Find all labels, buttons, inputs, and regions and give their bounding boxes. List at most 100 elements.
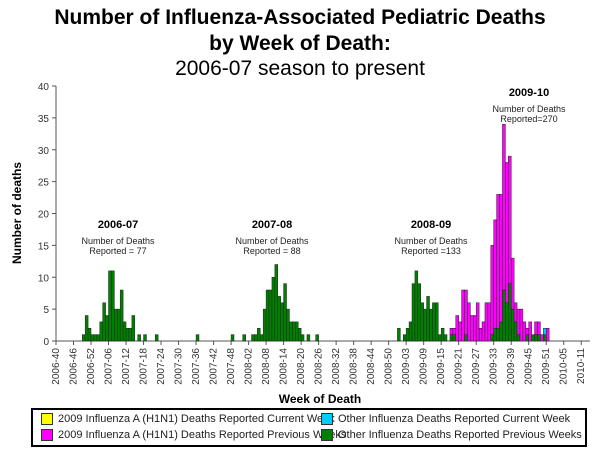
x-tick-label: 2008-44 xyxy=(366,348,377,385)
y-tick-label: 15 xyxy=(38,241,50,252)
bar-other-prev xyxy=(262,308,267,342)
bar-other-prev xyxy=(432,302,436,342)
bar-other-prev xyxy=(508,283,512,342)
bar-other-prev xyxy=(260,334,264,342)
bar-h1n1-prev xyxy=(525,328,529,335)
chart-title: Number of Influenza-Associated Pediatric… xyxy=(54,6,546,29)
bar-other-prev xyxy=(128,328,133,342)
legend: 2009 Influenza A (H1N1) Deaths Reported … xyxy=(31,408,587,447)
bar-other-prev xyxy=(84,315,89,342)
x-tick-label: 2007-48 xyxy=(226,348,237,385)
bar-other-prev xyxy=(87,328,92,342)
x-tick-label: 2007-12 xyxy=(121,348,132,385)
bar-h1n1-prev xyxy=(475,302,480,342)
bars xyxy=(82,124,550,342)
bar-other-prev xyxy=(108,270,112,342)
x-tick-label: 2008-02 xyxy=(244,348,255,385)
bar-other-prev xyxy=(137,334,141,342)
bar-other-prev xyxy=(414,270,419,342)
bar-h1n1-prev xyxy=(534,321,538,335)
bar-h1n1-prev xyxy=(478,328,483,342)
bar-other-prev xyxy=(254,334,258,342)
bar-other-prev xyxy=(230,334,235,342)
bar-other-prev xyxy=(114,308,118,342)
x-tick-label: 2008-08 xyxy=(261,348,272,385)
season-deaths-line2: Reported = 88 xyxy=(243,246,300,256)
bar-other-prev xyxy=(426,296,430,342)
legend-label: 2009 Influenza A (H1N1) Deaths Reported … xyxy=(58,413,335,425)
bar-h1n1-prev xyxy=(493,219,497,329)
season-deaths-line2: Reported = 77 xyxy=(89,246,146,256)
x-tick-label: 2010-05 xyxy=(559,348,570,385)
bar-other-prev xyxy=(516,334,521,342)
bar-other-prev xyxy=(289,321,293,342)
y-tick-label: 20 xyxy=(38,210,50,221)
bar-h1n1-prev xyxy=(502,124,506,291)
x-tick-label: 2008-14 xyxy=(279,348,290,385)
season-deaths-line2: Reported=270 xyxy=(500,114,557,124)
bar-other-prev xyxy=(119,289,124,342)
x-tick-label: 2007-06 xyxy=(104,348,115,385)
bar-h1n1-prev xyxy=(467,302,471,342)
chart-subtitle: 2006-07 season to present xyxy=(175,57,425,80)
bar-other-prev xyxy=(280,302,284,342)
bar-other-prev xyxy=(408,321,413,342)
bar-h1n1-prev xyxy=(528,321,532,342)
bar-other-prev xyxy=(493,328,497,342)
bar-other-prev xyxy=(251,334,255,342)
bar-other-prev xyxy=(93,334,98,342)
x-tick-label: 2009-39 xyxy=(506,348,517,385)
season-deaths-line1: Number of Deaths xyxy=(235,236,309,246)
bar-other-prev xyxy=(297,328,302,342)
bar-other-prev xyxy=(268,289,273,342)
bar-other-prev xyxy=(464,334,468,342)
bar-other-prev xyxy=(397,328,401,342)
bar-other-prev xyxy=(499,321,503,342)
bar-other-prev xyxy=(496,328,500,342)
bar-other-prev xyxy=(143,334,147,342)
x-tick-label: 2008-26 xyxy=(314,348,325,385)
bar-other-prev xyxy=(505,302,509,342)
bar-other-prev xyxy=(125,328,130,342)
bar-other-prev xyxy=(435,302,439,342)
bar-h1n1-prev xyxy=(513,302,518,323)
legend-item-h1n1-current: 2009 Influenza A (H1N1) Deaths Reported … xyxy=(41,413,335,425)
bar-other-prev xyxy=(195,334,200,342)
bar-other-prev xyxy=(274,264,279,342)
season-deaths-line1: Number of Deaths xyxy=(492,104,566,114)
bar-h1n1-prev xyxy=(449,328,454,335)
bar-other-prev xyxy=(90,334,95,342)
bar-other-prev xyxy=(411,283,416,342)
season-deaths-line1: Number of Deaths xyxy=(394,236,468,246)
bar-other-curr xyxy=(543,328,547,335)
bar-other-prev xyxy=(443,334,448,342)
bar-other-prev xyxy=(131,315,136,342)
bar-other-prev xyxy=(417,283,422,342)
bar-other-prev xyxy=(502,289,506,342)
y-axis-label: Number of deaths xyxy=(10,162,24,264)
bar-h1n1-prev xyxy=(461,289,465,342)
x-axis-label: Week of Death xyxy=(279,392,361,406)
legend-item-other-previous: Other Influenza Deaths Reported Previous… xyxy=(321,429,582,441)
y-tick-label: 25 xyxy=(38,178,50,189)
bar-h1n1-prev xyxy=(470,315,474,342)
y-tick-label: 5 xyxy=(43,305,49,316)
bar-h1n1-prev xyxy=(452,328,457,335)
chart-title-line2: by Week of Death: xyxy=(209,32,391,55)
x-tick-label: 2007-30 xyxy=(174,348,185,385)
bar-other-prev xyxy=(429,308,433,342)
bar-other-prev xyxy=(99,321,103,342)
bar-other-prev xyxy=(111,270,115,342)
legend-swatch xyxy=(41,413,53,425)
bar-h1n1-prev xyxy=(540,334,544,342)
x-tick-label: 2006-46 xyxy=(69,348,80,385)
bar-h1n1-prev xyxy=(516,308,521,335)
x-tick-label: 2006-40 xyxy=(51,348,62,385)
y-axis: 0 5 10 15 20 25 30 35 40 xyxy=(38,82,57,348)
bar-other-prev xyxy=(423,308,427,342)
y-tick-label: 40 xyxy=(38,82,50,93)
x-tick-label: 2009-03 xyxy=(401,348,412,385)
bar-other-prev xyxy=(154,334,159,342)
